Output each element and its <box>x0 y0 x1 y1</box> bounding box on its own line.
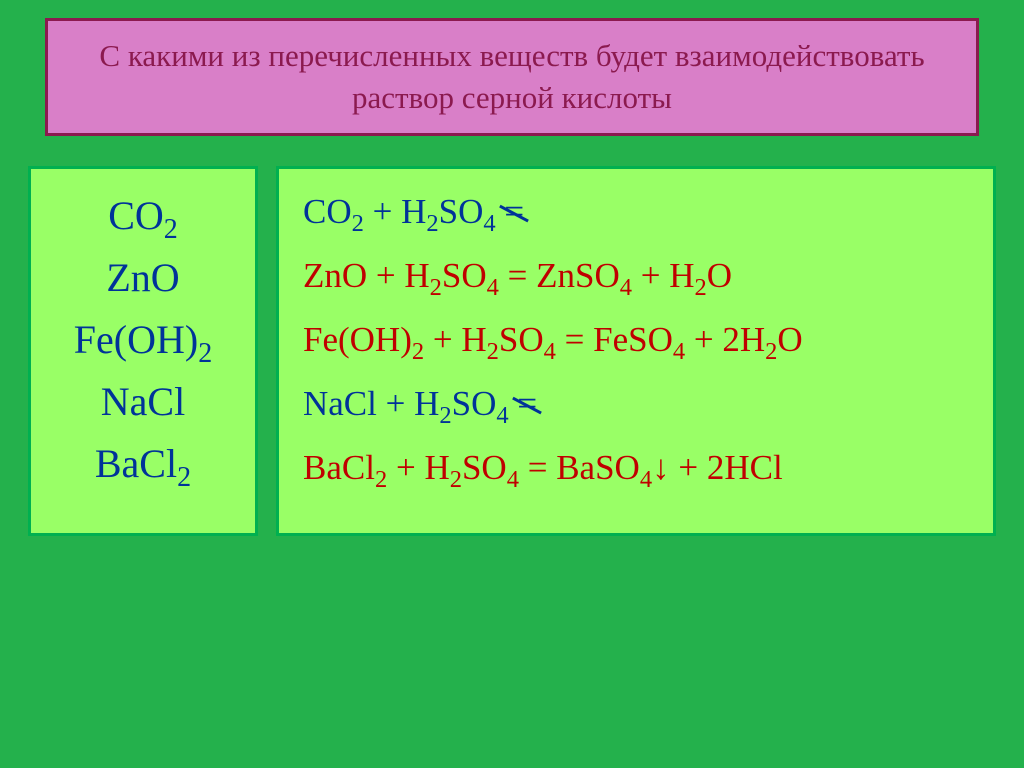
title-box: С какими из перечисленных веществ будет … <box>45 18 979 136</box>
compound-item: Fe(OH)2 <box>43 317 243 363</box>
compound-item: NaCl <box>43 379 243 425</box>
compounds-panel: CO2 ZnO Fe(OH)2 NaCl BaCl2 <box>28 166 258 536</box>
equation-row: NaCl + H2SO4 = <box>303 383 969 425</box>
equation-row: CO2 + H2SO4 = <box>303 191 969 233</box>
equations-panel: CO2 + H2SO4 = ZnO + H2SO4 = ZnSO4 + H2O … <box>276 166 996 536</box>
content-row: CO2 ZnO Fe(OH)2 NaCl BaCl2 CO2 + H2SO4 =… <box>24 166 1000 536</box>
compound-item: BaCl2 <box>43 441 243 487</box>
equation-row: Fe(OH)2 + H2SO4 = FeSO4 + 2H2O <box>303 319 969 361</box>
title-text: С какими из перечисленных веществ будет … <box>72 35 952 119</box>
equation-row: BaCl2 + H2SO4 = BaSO4↓ + 2HCl <box>303 447 969 489</box>
compound-item: ZnO <box>43 255 243 301</box>
equation-row: ZnO + H2SO4 = ZnSO4 + H2O <box>303 255 969 297</box>
compound-item: CO2 <box>43 193 243 239</box>
